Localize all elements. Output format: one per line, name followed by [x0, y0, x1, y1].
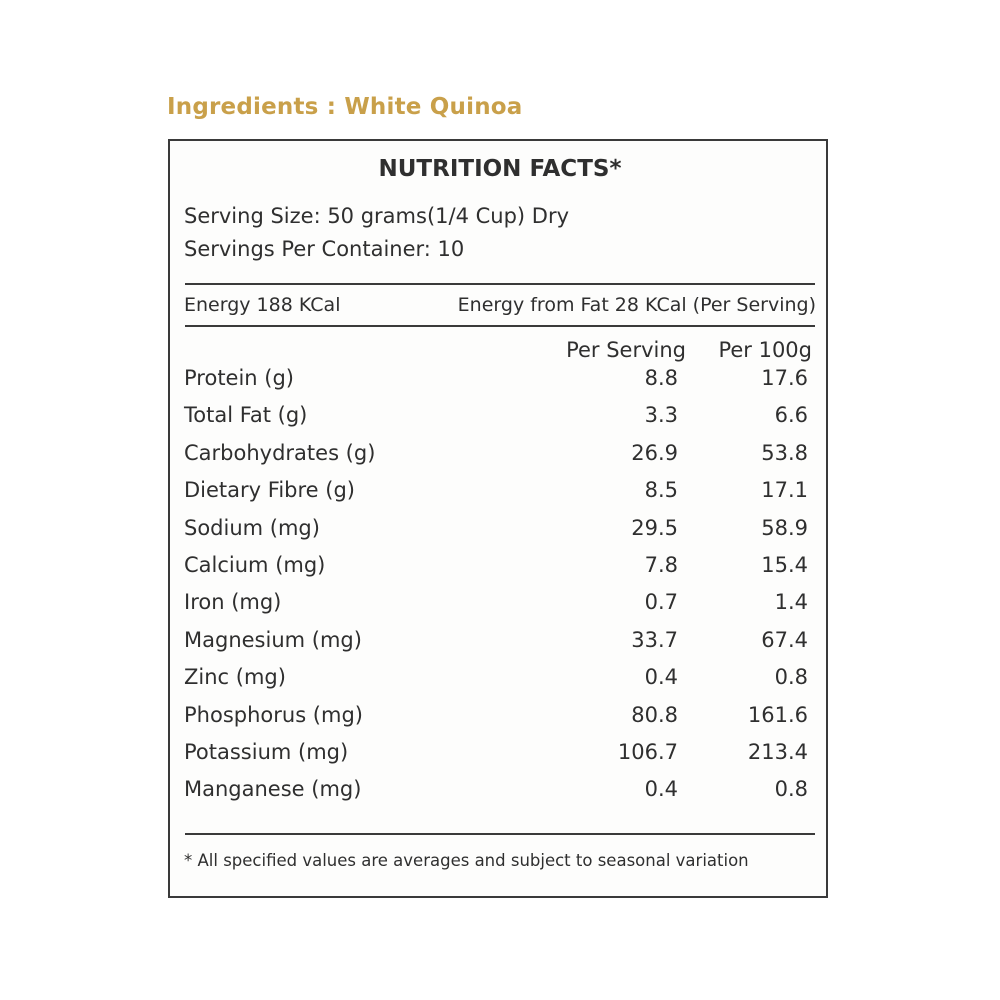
table-row: Sodium (mg) 29.5 58.9	[184, 516, 812, 553]
nutrient-name: Potassium (mg)	[184, 739, 349, 764]
value-per-100g: 15.4	[761, 552, 808, 577]
value-per-serving: 8.5	[644, 478, 678, 503]
table-row: Protein (g) 8.8 17.6	[184, 366, 812, 403]
nutrient-name: Protein (g)	[184, 366, 295, 390]
column-header-per-serving: Per Serving	[566, 338, 686, 362]
value-per-100g: 0.8	[774, 777, 808, 802]
value-per-serving: 7.8	[644, 552, 678, 577]
table-row: Magnesium (mg) 33.7 67.4	[184, 628, 812, 665]
table-row: Potassium (mg) 106.7 213.4	[184, 740, 812, 777]
value-per-100g: 213.4	[747, 739, 808, 764]
value-per-serving: 106.7	[617, 739, 678, 764]
value-per-serving: 0.7	[644, 590, 678, 615]
nutrient-name: Calcium (mg)	[184, 552, 326, 577]
energy-total: Energy 188 KCal	[184, 294, 341, 316]
nutrient-name: Carbohydrates (g)	[184, 440, 376, 465]
nutrient-name: Manganese (mg)	[184, 777, 362, 802]
nutrient-name: Sodium (mg)	[184, 515, 320, 540]
ingredients-heading: Ingredients : White Quinoa	[167, 94, 523, 120]
value-per-100g: 6.6	[774, 403, 808, 428]
footnote: * All specified values are averages and …	[184, 851, 749, 870]
value-per-100g: 161.6	[747, 702, 808, 727]
value-per-serving: 33.7	[631, 627, 678, 652]
value-per-100g: 53.8	[761, 440, 808, 465]
value-per-100g: 17.6	[761, 366, 808, 390]
value-per-serving: 8.8	[644, 366, 678, 390]
servings-per-container: Servings Per Container: 10	[184, 237, 465, 261]
value-per-100g: 58.9	[761, 515, 808, 540]
divider-top	[185, 283, 815, 285]
energy-from-fat: Energy from Fat 28 KCal (Per Serving)	[457, 294, 816, 316]
table-row: Zinc (mg) 0.4 0.8	[184, 665, 812, 702]
divider-bottom	[185, 833, 815, 835]
value-per-serving: 3.3	[644, 403, 678, 428]
value-per-100g: 0.8	[774, 665, 808, 690]
nutrient-name: Phosphorus (mg)	[184, 702, 363, 727]
value-per-100g: 1.4	[774, 590, 808, 615]
serving-size: Serving Size: 50 grams(1/4 Cup) Dry	[184, 204, 570, 228]
nutrition-facts-title: NUTRITION FACTS*	[378, 156, 622, 182]
table-row: Phosphorus (mg) 80.8 161.6	[184, 703, 812, 740]
value-per-serving: 80.8	[631, 702, 678, 727]
nutrient-table: Protein (g) 8.8 17.6 Total Fat (g) 3.3 6…	[184, 366, 812, 815]
value-per-100g: 67.4	[761, 627, 808, 652]
table-row: Manganese (mg) 0.4 0.8	[184, 777, 812, 814]
value-per-serving: 0.4	[644, 777, 678, 802]
table-row: Total Fat (g) 3.3 6.6	[184, 403, 812, 440]
divider-energy	[185, 325, 815, 327]
value-per-100g: 17.1	[761, 478, 808, 503]
column-header-per-100g: Per 100g	[718, 338, 812, 362]
value-per-serving: 0.4	[644, 665, 678, 690]
nutrient-name: Total Fat (g)	[184, 403, 308, 428]
nutrient-name: Zinc (mg)	[184, 665, 286, 690]
nutrient-name: Dietary Fibre (g)	[184, 478, 355, 503]
nutrition-facts-panel	[168, 139, 828, 898]
table-row: Carbohydrates (g) 26.9 53.8	[184, 441, 812, 478]
nutrient-name: Iron (mg)	[184, 590, 282, 615]
nutrient-name: Magnesium (mg)	[184, 627, 362, 652]
table-row: Dietary Fibre (g) 8.5 17.1	[184, 478, 812, 515]
table-row: Iron (mg) 0.7 1.4	[184, 590, 812, 627]
value-per-serving: 26.9	[631, 440, 678, 465]
table-row: Calcium (mg) 7.8 15.4	[184, 553, 812, 590]
value-per-serving: 29.5	[631, 515, 678, 540]
